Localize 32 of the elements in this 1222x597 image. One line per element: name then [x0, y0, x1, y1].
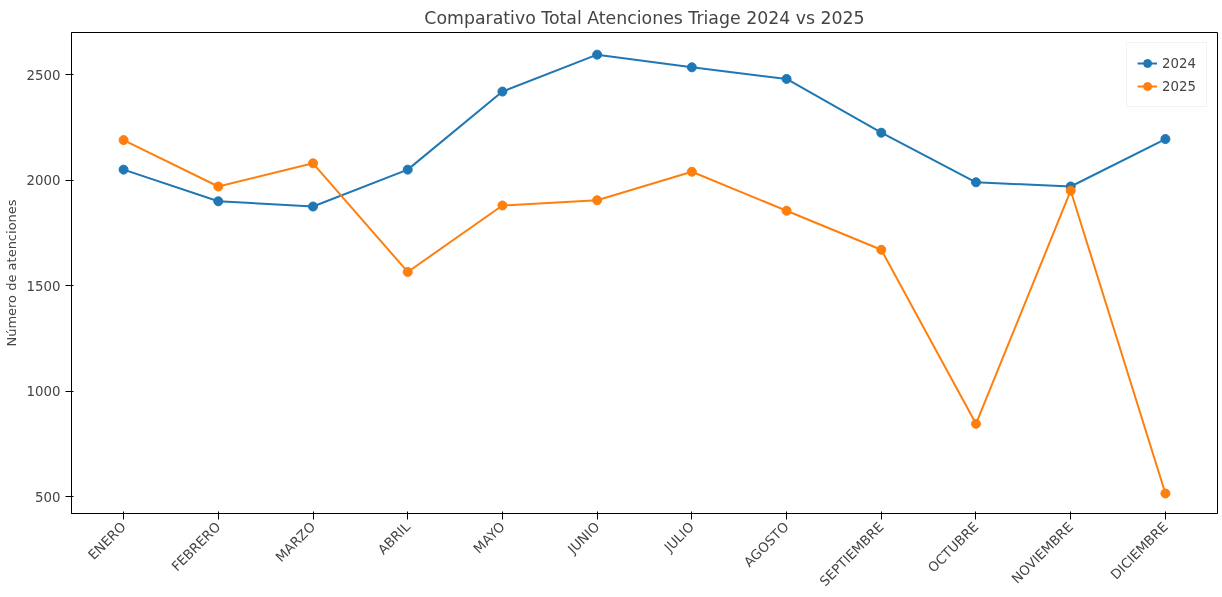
point: [213, 196, 224, 207]
legend-label: 2025: [1162, 78, 1196, 94]
point: [970, 177, 981, 188]
point: [308, 201, 319, 212]
point: [308, 158, 319, 169]
point: [876, 244, 887, 255]
point: [592, 195, 603, 206]
point: [686, 166, 697, 177]
point: [1160, 134, 1171, 145]
point: [118, 164, 129, 175]
point: [402, 164, 413, 175]
y-tick-label: 2000: [26, 173, 61, 189]
point: [1160, 488, 1171, 499]
point: [781, 73, 792, 84]
y-tick-label: 500: [35, 489, 61, 505]
chart-title: Comparativo Total Atenciones Triage 2024 vs 2025: [424, 7, 865, 28]
point: [970, 418, 981, 429]
point: [876, 127, 887, 138]
point: [781, 205, 792, 216]
point: [402, 266, 413, 277]
y-axis-title: Número de atenciones: [3, 199, 19, 347]
y-tick-label: 1500: [26, 278, 61, 294]
point: [118, 135, 129, 146]
point: [497, 200, 508, 211]
point: [592, 49, 603, 60]
y-tick-label: 2500: [26, 67, 61, 83]
point: [497, 86, 508, 97]
point: [1065, 185, 1076, 196]
legend-label: 2024: [1162, 55, 1196, 71]
point: [213, 181, 224, 192]
y-tick-label: 1000: [26, 384, 61, 400]
point: [686, 62, 697, 73]
